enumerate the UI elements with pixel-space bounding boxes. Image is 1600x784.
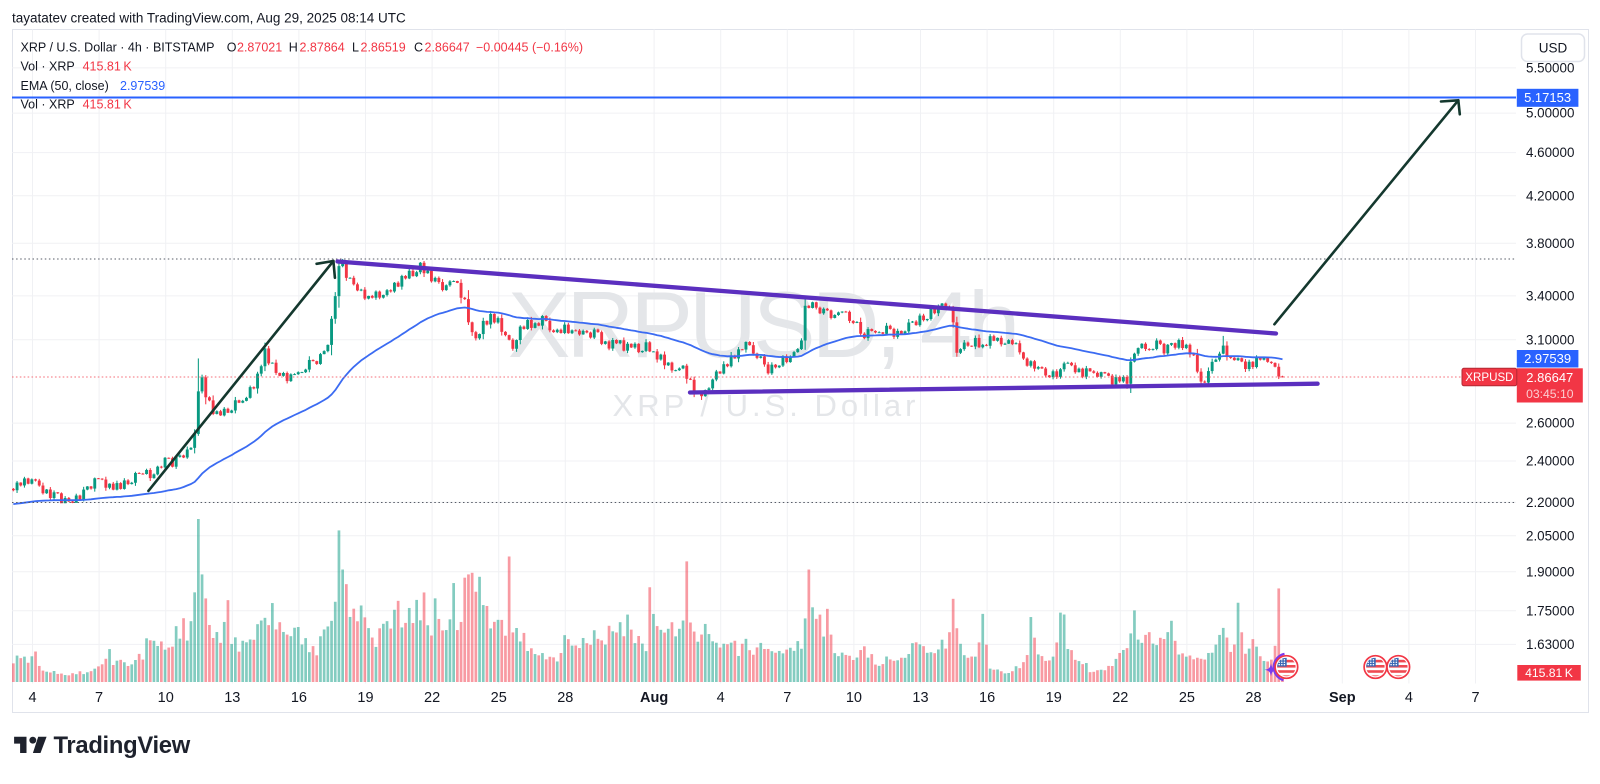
- svg-text:2.86647: 2.86647: [1526, 370, 1573, 385]
- svg-text:2.60000: 2.60000: [1526, 416, 1574, 431]
- svg-text:7: 7: [1471, 690, 1479, 706]
- svg-text:16: 16: [979, 690, 995, 706]
- svg-text:7: 7: [783, 690, 791, 706]
- svg-text:3.40000: 3.40000: [1526, 289, 1574, 304]
- svg-text:tayatatev created with Trading: tayatatev created with TradingView.com, …: [12, 11, 406, 26]
- svg-text:10: 10: [158, 690, 174, 706]
- svg-text:22: 22: [1112, 690, 1128, 706]
- svg-text:4.60000: 4.60000: [1526, 145, 1574, 160]
- svg-text:415.81 K: 415.81 K: [1525, 666, 1573, 680]
- svg-text:28: 28: [557, 690, 573, 706]
- svg-text:2.40000: 2.40000: [1526, 454, 1574, 469]
- svg-text:19: 19: [1046, 690, 1062, 706]
- svg-text:TradingView: TradingView: [54, 732, 191, 759]
- svg-text:XRP / U.S. Dollar: XRP / U.S. Dollar: [613, 388, 920, 423]
- svg-text:XRP / U.S. Dollar · 4h · BITST: XRP / U.S. Dollar · 4h · BITSTAMP O2.8702…: [21, 41, 584, 55]
- svg-text:5.00000: 5.00000: [1526, 106, 1574, 121]
- svg-text:7: 7: [95, 690, 103, 706]
- svg-text:13: 13: [912, 690, 928, 706]
- svg-text:3.80000: 3.80000: [1526, 236, 1574, 251]
- svg-text:Aug: Aug: [640, 690, 668, 706]
- svg-text:XRPUSD, 4h: XRPUSD, 4h: [508, 272, 1017, 377]
- svg-text:EMA (50, close)2.97539: EMA (50, close) 2.97539: [21, 79, 166, 93]
- svg-text:1.75000: 1.75000: [1526, 603, 1574, 618]
- svg-text:XRPUSD: XRPUSD: [1465, 371, 1513, 384]
- svg-text:25: 25: [491, 690, 507, 706]
- svg-text:4.20000: 4.20000: [1526, 188, 1574, 203]
- svg-text:1.63000: 1.63000: [1526, 637, 1574, 652]
- svg-text:4: 4: [28, 690, 36, 706]
- svg-text:5.17153: 5.17153: [1524, 90, 1571, 105]
- svg-text:4: 4: [1405, 690, 1413, 706]
- svg-text:28: 28: [1245, 690, 1261, 706]
- svg-text:10: 10: [846, 690, 862, 706]
- svg-text:03:45:10: 03:45:10: [1526, 387, 1574, 401]
- svg-text:22: 22: [424, 690, 440, 706]
- svg-text:16: 16: [291, 690, 307, 706]
- svg-text:2.20000: 2.20000: [1526, 495, 1574, 510]
- svg-text:Sep: Sep: [1329, 690, 1356, 706]
- svg-text:3.10000: 3.10000: [1526, 332, 1574, 347]
- svg-text:2.97539: 2.97539: [1524, 351, 1571, 366]
- svg-text:2.05000: 2.05000: [1526, 528, 1574, 543]
- svg-text:25: 25: [1179, 690, 1195, 706]
- svg-text:1.90000: 1.90000: [1526, 564, 1574, 579]
- svg-text:13: 13: [224, 690, 240, 706]
- svg-text:USD: USD: [1539, 41, 1568, 56]
- svg-text:5.50000: 5.50000: [1526, 61, 1574, 76]
- svg-text:4: 4: [717, 690, 725, 706]
- svg-text:19: 19: [357, 690, 373, 706]
